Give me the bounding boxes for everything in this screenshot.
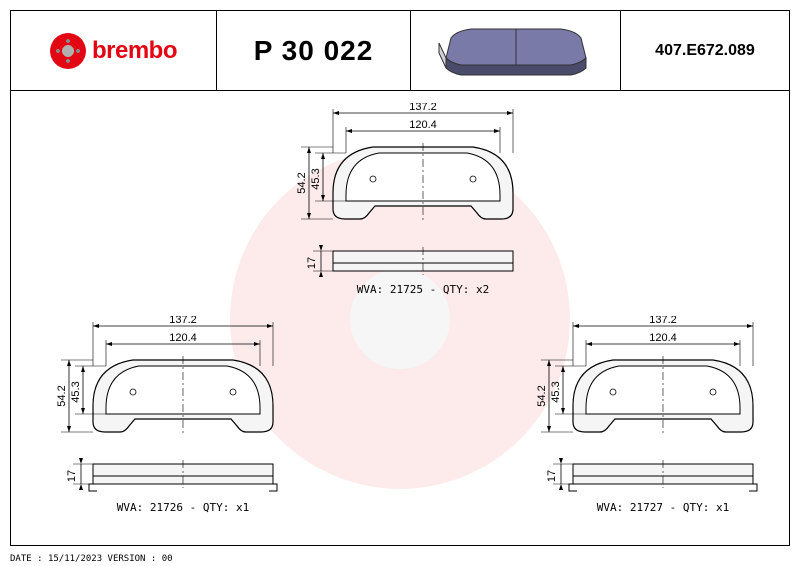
- drawing-body: 137.2 120.4 54.2 45.3: [11, 91, 789, 547]
- dim-h-outer: 54.2: [536, 385, 548, 406]
- dim-h-inner: 45.3: [70, 381, 82, 402]
- footer-line: DATE : 15/11/2023 VERSION : 00: [10, 554, 173, 564]
- date-label: DATE :: [10, 554, 43, 564]
- dim-thickness: 17: [66, 470, 78, 482]
- date-value: 15/11/2023: [48, 554, 102, 564]
- dim-thickness: 17: [306, 257, 318, 269]
- dim-h-inner: 45.3: [310, 168, 322, 189]
- dim-thickness: 17: [546, 470, 558, 482]
- wva-line: WVA: 21726 - QTY: x1: [117, 501, 249, 514]
- dim-h-outer: 54.2: [296, 172, 308, 193]
- dim-w-inner: 120.4: [169, 332, 197, 344]
- brembo-disc-icon: [50, 33, 86, 69]
- dim-w-outer: 137.2: [409, 103, 437, 113]
- dim-h-inner: 45.3: [550, 381, 562, 402]
- drawing-frame: brembo P 30 022 407.E672.089 137: [10, 10, 790, 546]
- dim-h-outer: 54.2: [56, 385, 68, 406]
- dim-w-outer: 137.2: [169, 316, 197, 326]
- pad-diagram-right: 137.2 120.4 54.2 45.3: [531, 316, 776, 536]
- dim-w-inner: 120.4: [409, 119, 437, 131]
- render-cell: [411, 11, 621, 90]
- version-label: VERSION :: [108, 554, 157, 564]
- wva-line: WVA: 21727 - QTY: x1: [597, 501, 729, 514]
- dim-w-outer: 137.2: [649, 316, 677, 326]
- pad-diagram-left: 137.2 120.4 54.2 45.3: [51, 316, 296, 536]
- part-number: P 30 022: [216, 11, 411, 90]
- header-row: brembo P 30 022 407.E672.089: [11, 11, 789, 91]
- version-value: 00: [162, 554, 173, 564]
- logo-cell: brembo: [11, 11, 216, 90]
- dim-w-inner: 120.4: [649, 332, 677, 344]
- pad-diagram-top: 137.2 120.4 54.2 45.3: [291, 103, 536, 313]
- brake-pad-3d-icon: [431, 23, 601, 79]
- drawing-code: 407.E672.089: [621, 11, 789, 90]
- wva-line: WVA: 21725 - QTY: x2: [357, 283, 489, 296]
- brand-name: brembo: [92, 37, 177, 65]
